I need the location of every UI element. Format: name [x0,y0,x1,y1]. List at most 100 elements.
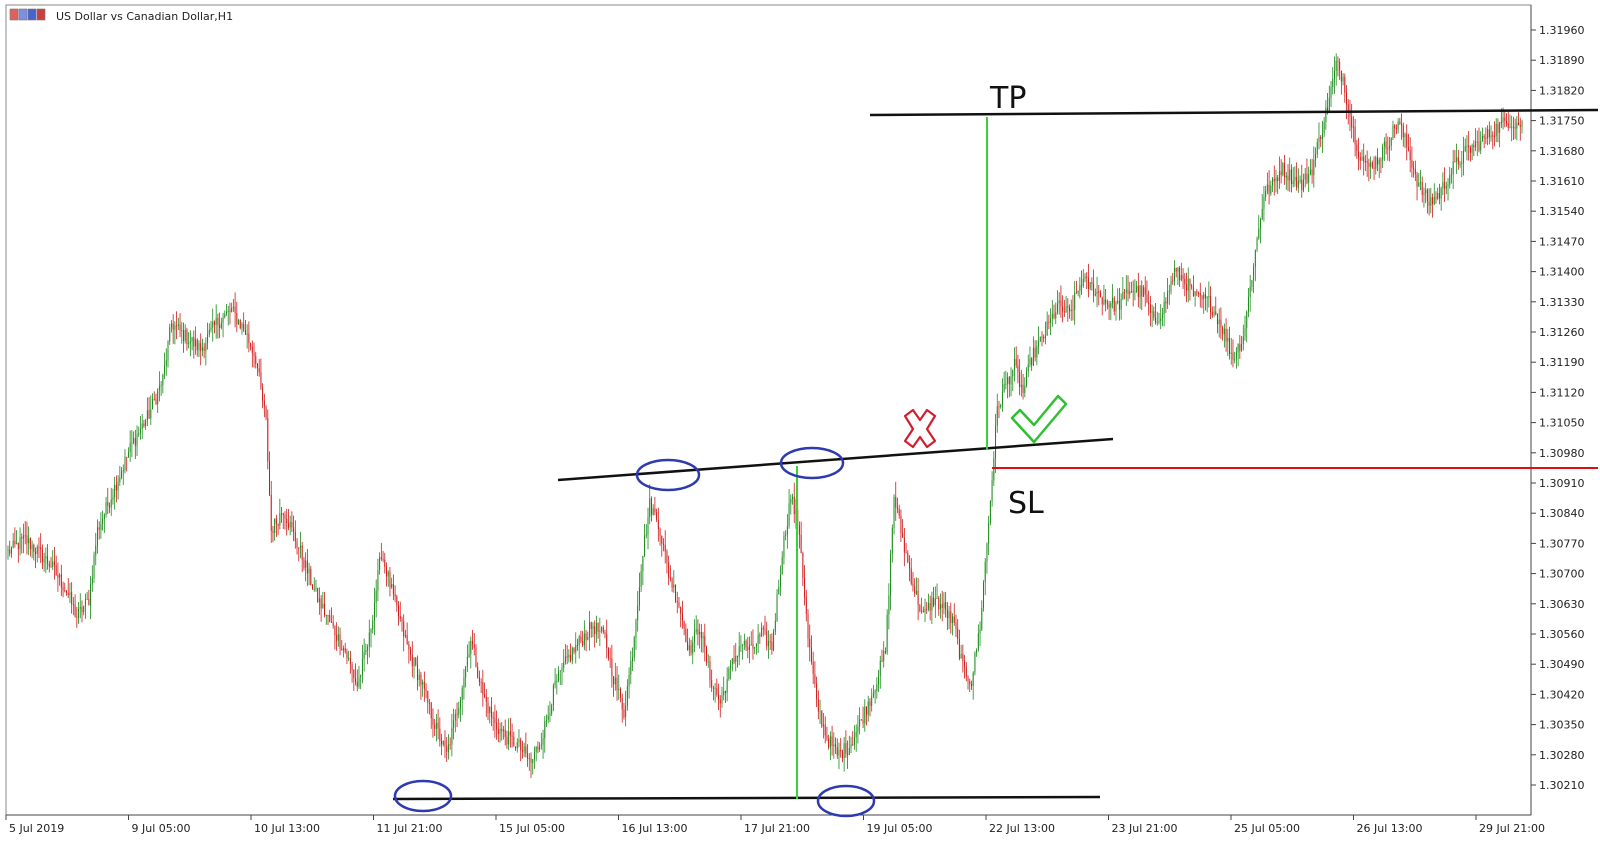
candle [518,729,520,748]
candle-body [1303,179,1305,191]
tp-line[interactable] [869,108,1599,117]
candle [847,740,849,769]
chart-title-bar: US Dollar vs Canadian Dollar,H1 [9,8,233,23]
candle-body [1509,126,1511,128]
candle [666,549,668,574]
candle-body [1351,116,1353,128]
candle-body [255,356,257,364]
candle [305,552,307,582]
chart-window-icon [9,8,19,21]
candle [931,591,933,625]
candle-body [742,644,744,646]
candle [391,577,393,589]
candle-body [272,530,274,533]
candle-body [1519,125,1521,127]
candle [1022,374,1024,400]
candles [7,53,1523,778]
candle-body [429,702,431,704]
candle [1263,185,1265,222]
candle [614,662,616,691]
candle-body [155,399,157,405]
candle [1077,290,1079,297]
candle-body [243,323,245,331]
candle [312,584,314,590]
support-line[interactable] [392,795,1101,801]
candle [33,543,35,561]
candle-body [1401,123,1403,126]
candle-body [921,610,923,612]
candle [656,508,658,522]
candle-body [88,598,90,606]
candle-body [828,738,830,748]
candle [1251,280,1253,292]
candle-body [1130,291,1132,293]
candle-body [871,696,873,706]
candle [525,732,527,758]
candle-body [680,606,682,614]
candle [71,582,73,614]
candle-body [501,728,503,732]
candle [449,737,451,750]
candle-body [611,658,613,677]
candle-body [549,713,551,716]
candle-body [788,503,790,526]
candle [40,533,42,563]
candle [344,642,346,654]
candle [996,393,998,433]
candle [208,323,210,338]
candle [810,635,812,665]
candle-body [250,342,252,347]
candle [723,676,725,701]
candle [1380,157,1382,174]
candle-body [900,515,902,534]
candle [884,647,886,655]
candle [229,302,231,325]
candle [836,738,838,759]
candle [982,580,984,612]
candle-body [1325,107,1327,123]
candle-body [1285,175,1287,178]
candle [583,620,585,651]
candle [492,711,494,731]
candle [296,538,298,555]
candle [48,560,50,573]
candle [740,635,742,652]
candle [1048,314,1050,330]
candle [279,498,281,530]
candle-body [867,701,869,715]
candle-body [213,321,215,325]
candle [60,564,62,596]
candle-body [191,337,193,342]
candle-body [907,552,909,563]
candle-body [821,710,823,727]
candle-body [239,320,241,329]
candle [785,530,787,541]
candle-body [447,744,449,752]
candle-body [367,646,369,651]
candle-body [910,568,912,584]
candle [1447,178,1449,201]
candle [213,320,215,334]
candle [98,521,100,540]
candle-body [274,518,276,533]
candle [991,471,993,507]
candle [616,666,618,701]
candle-body [494,718,496,723]
candle-body [1134,291,1136,293]
candle-body [238,320,240,325]
candle-body [819,710,821,712]
candle-body [1306,173,1308,183]
candle-body [881,660,883,662]
price-tick-label: 1.31960 [1539,24,1585,37]
resistance-trendline[interactable] [557,437,1114,482]
candle-body [1225,328,1227,342]
candle-body [619,688,621,698]
candle-body [1084,276,1086,279]
candle-body [934,598,936,606]
candle [506,730,508,749]
candle [67,578,69,598]
candle-body [1117,300,1119,303]
candle [358,665,360,689]
candle-body [669,577,671,579]
